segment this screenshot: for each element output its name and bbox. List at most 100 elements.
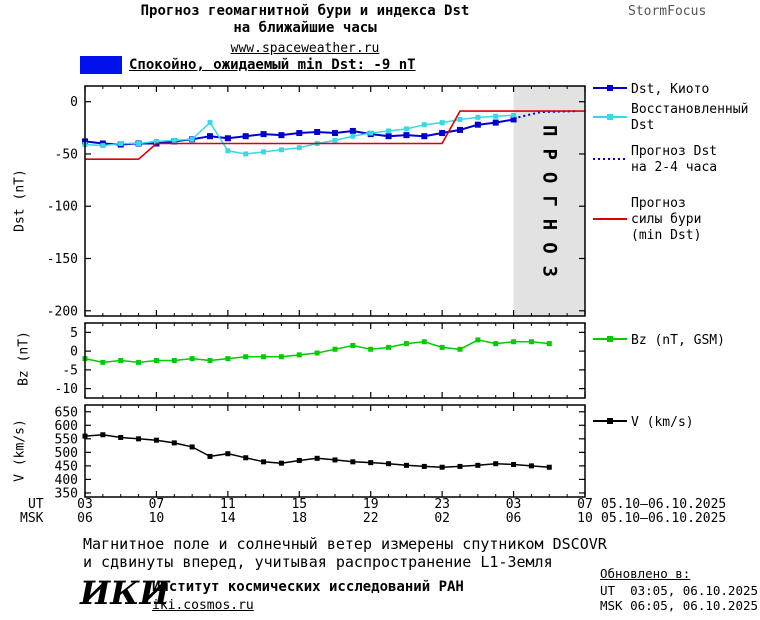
legend-line-sample bbox=[593, 336, 627, 342]
y-tick-label: -5 bbox=[62, 363, 78, 378]
msk-tick-label: 22 bbox=[363, 511, 379, 526]
marker-v bbox=[261, 459, 267, 465]
marker-dst-kyoto bbox=[349, 127, 356, 134]
y-tick-label: 0 bbox=[70, 345, 78, 360]
legend-item-forecast-dst: Прогноз Dst на 2-4 часа bbox=[593, 144, 717, 176]
msk-tick-label: 02 bbox=[434, 511, 450, 526]
marker-dst-kyoto bbox=[510, 116, 517, 123]
y-tick-label: 650 bbox=[55, 405, 78, 420]
marker-v bbox=[528, 463, 534, 469]
msk-tick-label: 14 bbox=[220, 511, 236, 526]
marker-dst-kyoto bbox=[457, 126, 463, 133]
marker-dst-restored bbox=[100, 143, 106, 149]
marker-dst-restored bbox=[296, 145, 302, 151]
ut-tick-label: 07 bbox=[149, 497, 165, 512]
marker-bz bbox=[207, 358, 213, 363]
marker-v bbox=[243, 455, 249, 461]
marker-bz bbox=[493, 341, 499, 347]
marker-dst-kyoto bbox=[421, 133, 428, 140]
marker-v bbox=[136, 436, 142, 442]
marker-dst-kyoto bbox=[242, 133, 249, 140]
marker-dst-restored bbox=[421, 122, 427, 128]
marker-v bbox=[386, 461, 392, 467]
marker-bz bbox=[261, 354, 267, 360]
title-block: Прогноз геомагнитной бури и индекса Dst … bbox=[85, 3, 525, 56]
marker-dst-restored bbox=[439, 120, 445, 126]
marker-bz bbox=[421, 339, 427, 345]
marker-dst-kyoto bbox=[474, 121, 481, 128]
marker-dst-restored bbox=[350, 133, 356, 139]
marker-v bbox=[493, 461, 499, 467]
page-subtitle: на ближайшие часы bbox=[233, 20, 377, 36]
updated-at-label: Обновлено в: bbox=[600, 566, 691, 581]
marker-bz bbox=[475, 337, 481, 343]
marker-bz bbox=[439, 344, 445, 350]
legend-line-sample bbox=[593, 418, 627, 424]
marker-bz bbox=[243, 354, 249, 360]
spaceweather-link[interactable]: www.spaceweather.ru bbox=[230, 41, 380, 56]
marker-dst-restored bbox=[243, 151, 249, 157]
dst-chart: ПРОГНОЗ 0 -50 -100 -150 -200 bbox=[47, 85, 586, 319]
marker-bz bbox=[386, 344, 392, 350]
marker-dst-kyoto bbox=[403, 132, 410, 139]
iki-site-link[interactable]: iki.cosmos.ru bbox=[152, 598, 254, 613]
marker-dst-restored bbox=[493, 113, 499, 119]
status-label: Спокойно, ожидаемый min Dst: -9 nT bbox=[129, 57, 416, 73]
marker-bz bbox=[189, 356, 195, 362]
marker-dst-restored bbox=[511, 112, 517, 118]
brand-label: StormFocus bbox=[628, 4, 707, 19]
legend-label: Bz (nT, GSM) bbox=[631, 332, 725, 348]
marker-dst-restored bbox=[171, 137, 177, 143]
legend-label: V (km/s) bbox=[631, 414, 694, 430]
marker-dst-restored bbox=[457, 116, 463, 122]
v-line-icon bbox=[593, 413, 627, 432]
y-tick-label: -200 bbox=[47, 304, 78, 319]
series-storm-forecast bbox=[85, 110, 585, 160]
y-tick-label: 600 bbox=[55, 419, 78, 434]
marker-bz bbox=[350, 343, 356, 348]
marker-dst-restored bbox=[332, 137, 338, 143]
marker-bz bbox=[153, 358, 159, 363]
marker-bz bbox=[118, 358, 124, 363]
updated-at-msk: MSK 06:05, 06.10.2025 bbox=[600, 598, 759, 613]
bz-axis-label: Bz (nT) bbox=[16, 331, 32, 386]
y-tick-label: 350 bbox=[55, 486, 78, 501]
legend-label: Dst, Киото bbox=[631, 81, 710, 97]
marker-dst-kyoto bbox=[385, 133, 392, 140]
storm-forecast-line-icon bbox=[593, 211, 627, 230]
marker-bz bbox=[368, 346, 374, 352]
forecast-band-label: ПРОГНОЗ bbox=[538, 125, 560, 289]
marker-bz bbox=[296, 352, 302, 358]
bz-line-icon bbox=[593, 331, 627, 350]
marker-dst-restored bbox=[278, 147, 284, 153]
y-tick-label: 400 bbox=[55, 473, 78, 488]
marker-dst-kyoto bbox=[296, 130, 303, 137]
ut-axis-prefix: UT bbox=[28, 497, 44, 512]
marker-bz bbox=[314, 350, 320, 356]
y-tick-label: -10 bbox=[55, 382, 78, 397]
marker-v bbox=[511, 462, 517, 468]
marker-v bbox=[153, 437, 159, 443]
marker-dst-kyoto bbox=[439, 130, 446, 137]
institute-name: Институт космических исследований РАН bbox=[152, 579, 464, 595]
marker-dst-restored bbox=[118, 141, 124, 146]
ut-tick-label: 19 bbox=[363, 497, 379, 512]
ut-tick-label: 15 bbox=[291, 497, 307, 512]
legend-item-storm-forecast: Прогноз силы бури (min Dst) bbox=[593, 196, 701, 244]
legend-line-sample bbox=[593, 217, 627, 220]
data-source-note-line1: Магнитное поле и солнечный ветер измерен… bbox=[83, 535, 607, 553]
marker-bz bbox=[546, 341, 552, 347]
restored-dst-line-icon bbox=[593, 109, 627, 128]
marker-dst-restored bbox=[153, 138, 159, 144]
msk-tick-label: 10 bbox=[149, 511, 165, 526]
marker-dst-kyoto bbox=[207, 133, 213, 140]
msk-axis-prefix: MSK bbox=[20, 511, 44, 526]
iki-logo: ИКИ bbox=[80, 574, 170, 612]
v-chart: 6506005505004504003500306071011141518192… bbox=[55, 404, 593, 526]
marker-bz bbox=[332, 346, 338, 352]
marker-dst-restored bbox=[136, 141, 142, 146]
marker-bz bbox=[100, 359, 106, 365]
marker-v bbox=[421, 463, 427, 469]
marker-v bbox=[350, 459, 356, 465]
marker-bz bbox=[136, 359, 142, 365]
